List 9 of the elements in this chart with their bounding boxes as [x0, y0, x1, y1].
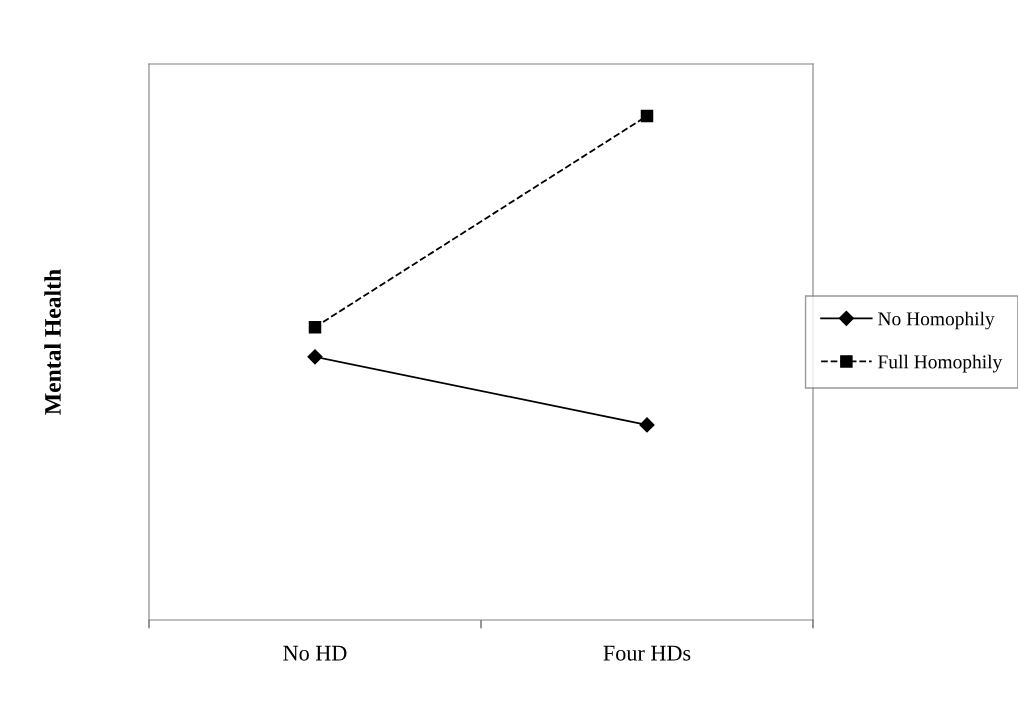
y-axis-title: Mental Health — [44, 269, 61, 415]
point — [308, 320, 322, 334]
point — [640, 109, 654, 123]
point — [639, 417, 655, 433]
point — [307, 349, 323, 365]
x-tick-label: No HD — [283, 645, 347, 661]
x-tick-label: Four HDs — [603, 645, 691, 661]
legend-label: No Homophily — [878, 311, 995, 330]
legend-label: Full Homophily — [878, 354, 1003, 373]
